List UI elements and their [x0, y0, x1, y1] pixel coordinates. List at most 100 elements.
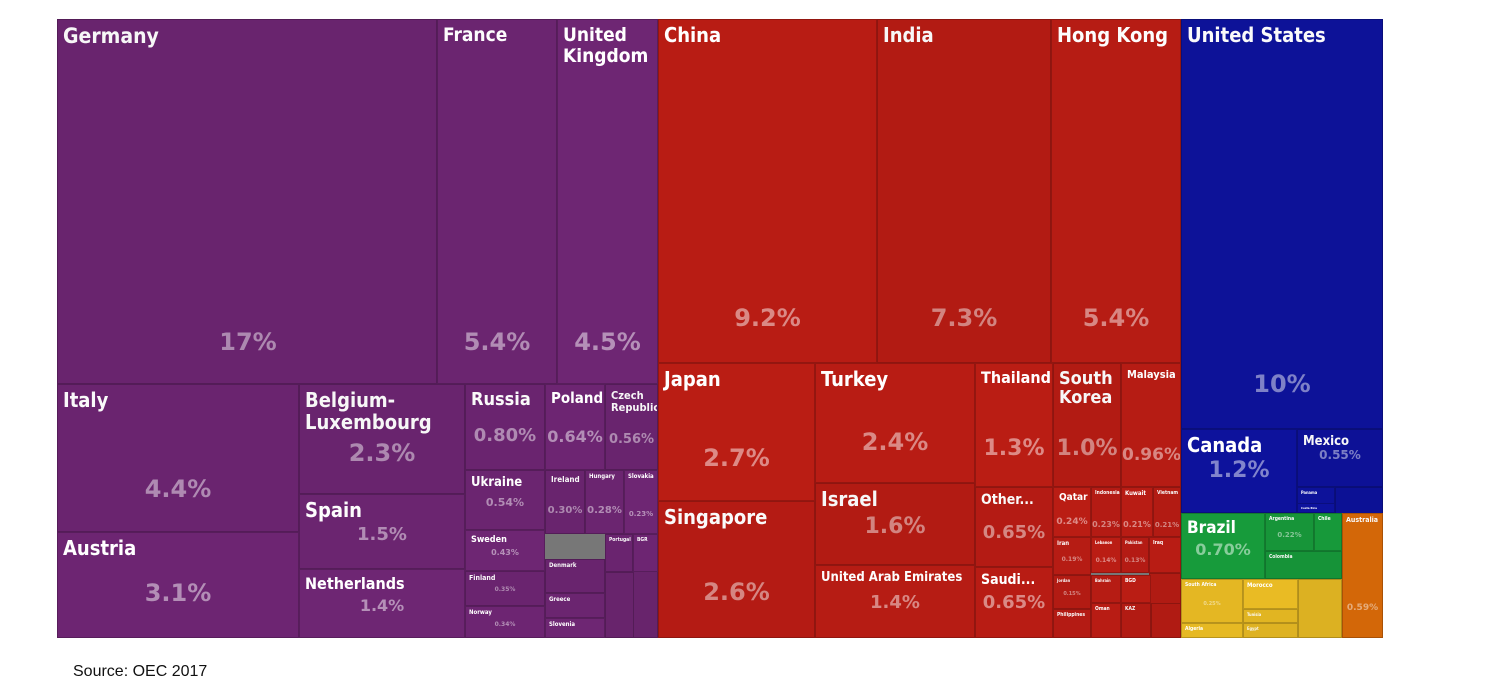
- treemap-tile-denmark[interactable]: Denmark: [545, 559, 605, 593]
- treemap-tile-ukraine[interactable]: Ukraine 0.54%: [465, 470, 545, 530]
- treemap-tile-iraq[interactable]: Iraq: [1149, 537, 1181, 573]
- tile-percent: 0.21%: [1123, 520, 1151, 529]
- treemap-tile-germany[interactable]: Germany 17%: [57, 19, 437, 384]
- treemap-tile-italy[interactable]: Italy 4.4%: [57, 384, 299, 532]
- treemap-tile-israel[interactable]: Israel 1.6%: [815, 483, 975, 565]
- treemap-tile-qatar[interactable]: Qatar 0.24%: [1053, 487, 1091, 537]
- treemap-tile-sweden[interactable]: Sweden 0.43%: [465, 530, 545, 571]
- treemap-tile-czech-republic[interactable]: Czech Republic 0.56%: [605, 384, 658, 470]
- treemap-tile-philippines[interactable]: Philippines: [1053, 609, 1091, 638]
- treemap-tile-morocco[interactable]: Morocco: [1243, 579, 1298, 609]
- treemap-tile-south-africa[interactable]: South Africa 0.25%: [1181, 579, 1243, 623]
- treemap-tile-russia[interactable]: Russia 0.80%: [465, 384, 545, 470]
- tile-percent: 2.3%: [348, 439, 416, 467]
- tile-label: Norway: [469, 609, 492, 616]
- tile-label: Ukraine: [471, 475, 523, 490]
- tile-label: Colombia: [1269, 554, 1293, 560]
- treemap-tile-netherlands[interactable]: Netherlands 1.4%: [299, 569, 465, 638]
- treemap-tile-hong-kong[interactable]: Hong Kong 5.4%: [1051, 19, 1181, 363]
- treemap-tile-slovenia[interactable]: Slovenia: [545, 618, 605, 638]
- treemap-tile-costa-rica[interactable]: Costa Rica: [1297, 503, 1335, 513]
- treemap-tile-hungary[interactable]: Hungary 0.28%: [585, 470, 624, 534]
- tile-label: United Arab Emirates: [821, 570, 963, 585]
- treemap-tile-finland[interactable]: Finland 0.35%: [465, 571, 545, 606]
- treemap-tile-tunisia[interactable]: Tunisia: [1243, 609, 1298, 623]
- tile-percent: 0.56%: [608, 432, 655, 447]
- treemap-tile-chile[interactable]: Chile: [1314, 513, 1342, 551]
- treemap-tile-saudi[interactable]: Saudi... 0.65%: [975, 567, 1053, 638]
- tile-label: Other...: [981, 492, 1034, 508]
- treemap-tile-slovakia[interactable]: Slovakia 0.23%: [624, 470, 658, 534]
- tile-percent: 5.4%: [463, 328, 531, 356]
- treemap-tile-united-arab-emirates[interactable]: United Arab Emirates 1.4%: [815, 565, 975, 638]
- treemap-tile-norway[interactable]: Norway 0.34%: [465, 606, 545, 638]
- treemap-tile-united-kingdom[interactable]: United Kingdom 4.5%: [557, 19, 658, 384]
- treemap-tile-australia[interactable]: Australia 0.59%: [1342, 513, 1383, 638]
- treemap-tile-japan[interactable]: Japan 2.7%: [658, 363, 815, 501]
- treemap-tile-iran[interactable]: Iran 0.19%: [1053, 537, 1091, 575]
- treemap-tile-algeria[interactable]: Algeria: [1181, 623, 1243, 638]
- tile-label: Spain: [305, 498, 362, 522]
- treemap-tile-mexico[interactable]: Mexico 0.55%: [1297, 429, 1383, 487]
- tile-percent: 0.35%: [494, 586, 516, 593]
- treemap-tile-singapore[interactable]: Singapore 2.6%: [658, 501, 815, 638]
- tile-percent: 1.4%: [359, 596, 405, 615]
- treemap-tile-other[interactable]: Other... 0.65%: [975, 487, 1053, 567]
- tile-label: Germany: [63, 24, 159, 48]
- treemap-tile-jordan[interactable]: Jordan 0.15%: [1053, 575, 1091, 609]
- tile-label: Chile: [1318, 516, 1331, 522]
- treemap-tile-portugal[interactable]: Portugal: [605, 534, 633, 572]
- treemap-tile-spain[interactable]: Spain 1.5%: [299, 494, 465, 569]
- treemap-tile-kuwait[interactable]: Kuwait 0.21%: [1121, 487, 1153, 537]
- tile-percent: 0.14%: [1095, 557, 1117, 564]
- tile-label: Iraq: [1153, 540, 1164, 546]
- treemap-tile-bgd[interactable]: BGD: [1121, 575, 1151, 603]
- treemap-tile-oman[interactable]: Oman: [1091, 603, 1121, 638]
- treemap-tile-vietnam[interactable]: Vietnam 0.21%: [1153, 487, 1181, 537]
- treemap-tile-malaysia[interactable]: Malaysia 0.96%: [1121, 363, 1181, 487]
- tile-label: KAZ: [1125, 606, 1136, 612]
- treemap-tile-greece[interactable]: Greece: [545, 593, 605, 618]
- treemap-tile-turkey[interactable]: Turkey 2.4%: [815, 363, 975, 483]
- tile-label: Finland: [469, 574, 496, 582]
- treemap-tile-india[interactable]: India 7.3%: [877, 19, 1051, 363]
- treemap-tile-lebanon[interactable]: Lebanon 0.14%: [1091, 537, 1121, 573]
- treemap-tile-belgium-luxembourg[interactable]: Belgium-Luxembourg 2.3%: [299, 384, 465, 494]
- tile-label: Malaysia: [1127, 368, 1176, 381]
- tile-percent: 4.4%: [144, 475, 212, 503]
- treemap-tile-china[interactable]: China 9.2%: [658, 19, 877, 363]
- treemap-tile-bgr[interactable]: BGR: [633, 534, 658, 572]
- treemap-tile-argentina[interactable]: Argentina 0.22%: [1265, 513, 1314, 551]
- treemap-tile-canada[interactable]: Canada 1.2%: [1181, 429, 1297, 513]
- tile-label: Japan: [664, 367, 721, 391]
- treemap-tile-egypt[interactable]: Egypt: [1243, 623, 1298, 638]
- tile-label: China: [664, 23, 722, 47]
- treemap-tile-france[interactable]: France 5.4%: [437, 19, 557, 384]
- tile-label: Sweden: [471, 535, 507, 545]
- treemap-tile-kaz[interactable]: KAZ: [1121, 603, 1151, 638]
- treemap-tile-bahrain[interactable]: Bahrain: [1091, 575, 1121, 603]
- tile-percent: 1.4%: [870, 592, 920, 613]
- tile-percent: 3.1%: [144, 579, 212, 607]
- treemap-tile-united-states[interactable]: United States 10%: [1181, 19, 1383, 429]
- treemap-tile-austria[interactable]: Austria 3.1%: [57, 532, 299, 638]
- tile-label: South Africa: [1185, 582, 1217, 588]
- treemap-tile-colombia[interactable]: Colombia: [1265, 551, 1342, 579]
- tile-label: Russia: [471, 389, 531, 410]
- tile-label: Canada: [1187, 433, 1263, 457]
- tile-percent: 7.3%: [930, 304, 998, 332]
- treemap-tile-poland[interactable]: Poland 0.64%: [545, 384, 605, 470]
- treemap-tile-ireland[interactable]: Ireland 0.30%: [545, 470, 585, 534]
- source-note: Source: OEC 2017: [73, 663, 208, 680]
- tile-percent: 0.54%: [485, 496, 525, 509]
- tile-label: Morocco: [1247, 582, 1273, 589]
- tile-label: Panama: [1301, 490, 1318, 495]
- treemap-tile-indonesia[interactable]: Indonesia 0.23%: [1091, 487, 1121, 537]
- tile-percent: 0.24%: [1056, 517, 1088, 527]
- treemap-tile-pakistan[interactable]: Pakistan 0.13%: [1121, 537, 1149, 573]
- treemap-tile-thailand[interactable]: Thailand 1.3%: [975, 363, 1053, 487]
- tile-percent: 5.4%: [1082, 304, 1150, 332]
- treemap-tile-brazil[interactable]: Brazil 0.70%: [1181, 513, 1265, 579]
- treemap-tile-south-korea[interactable]: South Korea 1.0%: [1053, 363, 1121, 487]
- tile-label: Italy: [63, 388, 109, 412]
